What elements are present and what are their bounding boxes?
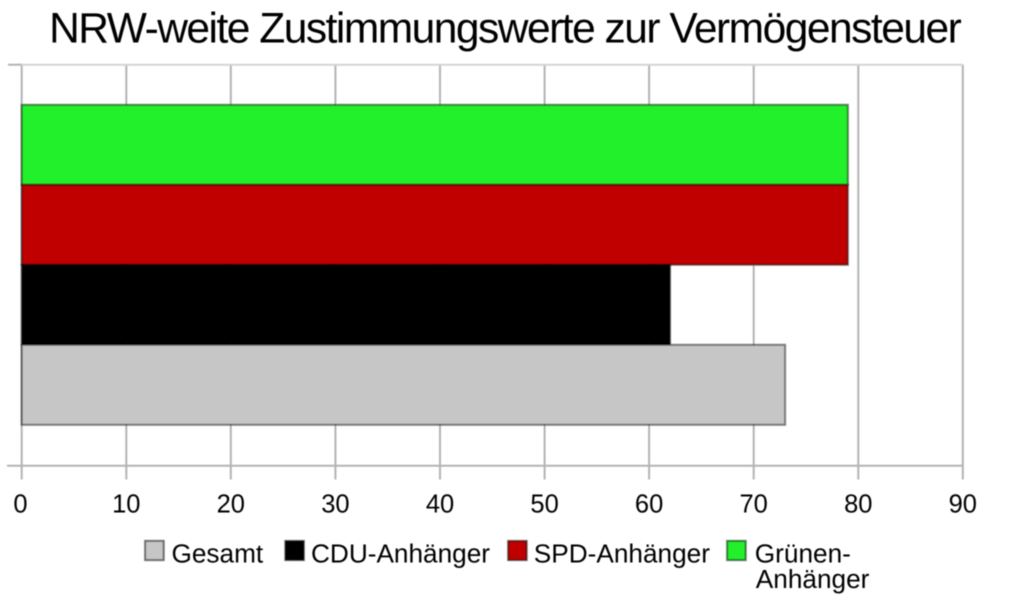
svg-text:20: 20: [217, 490, 245, 518]
svg-text:SPD-Anhänger: SPD-Anhänger: [534, 538, 710, 568]
svg-text:50: 50: [530, 490, 558, 518]
svg-text:0: 0: [13, 490, 27, 518]
svg-text:40: 40: [426, 490, 454, 518]
svg-text:60: 60: [635, 490, 663, 518]
svg-text:80: 80: [844, 490, 872, 518]
svg-text:10: 10: [112, 490, 140, 518]
svg-text:30: 30: [321, 490, 349, 518]
svg-text:Anhänger: Anhänger: [756, 564, 870, 594]
svg-text:Grünen-: Grünen-: [755, 538, 851, 568]
svg-text:CDU-Anhänger: CDU-Anhänger: [311, 538, 490, 568]
svg-text:90: 90: [949, 490, 977, 518]
svg-text:NRW-weite Zustimmungswerte zur: NRW-weite Zustimmungswerte zur Vermögens…: [49, 6, 961, 53]
svg-text:Gesamt: Gesamt: [172, 538, 264, 568]
svg-text:70: 70: [740, 490, 768, 518]
